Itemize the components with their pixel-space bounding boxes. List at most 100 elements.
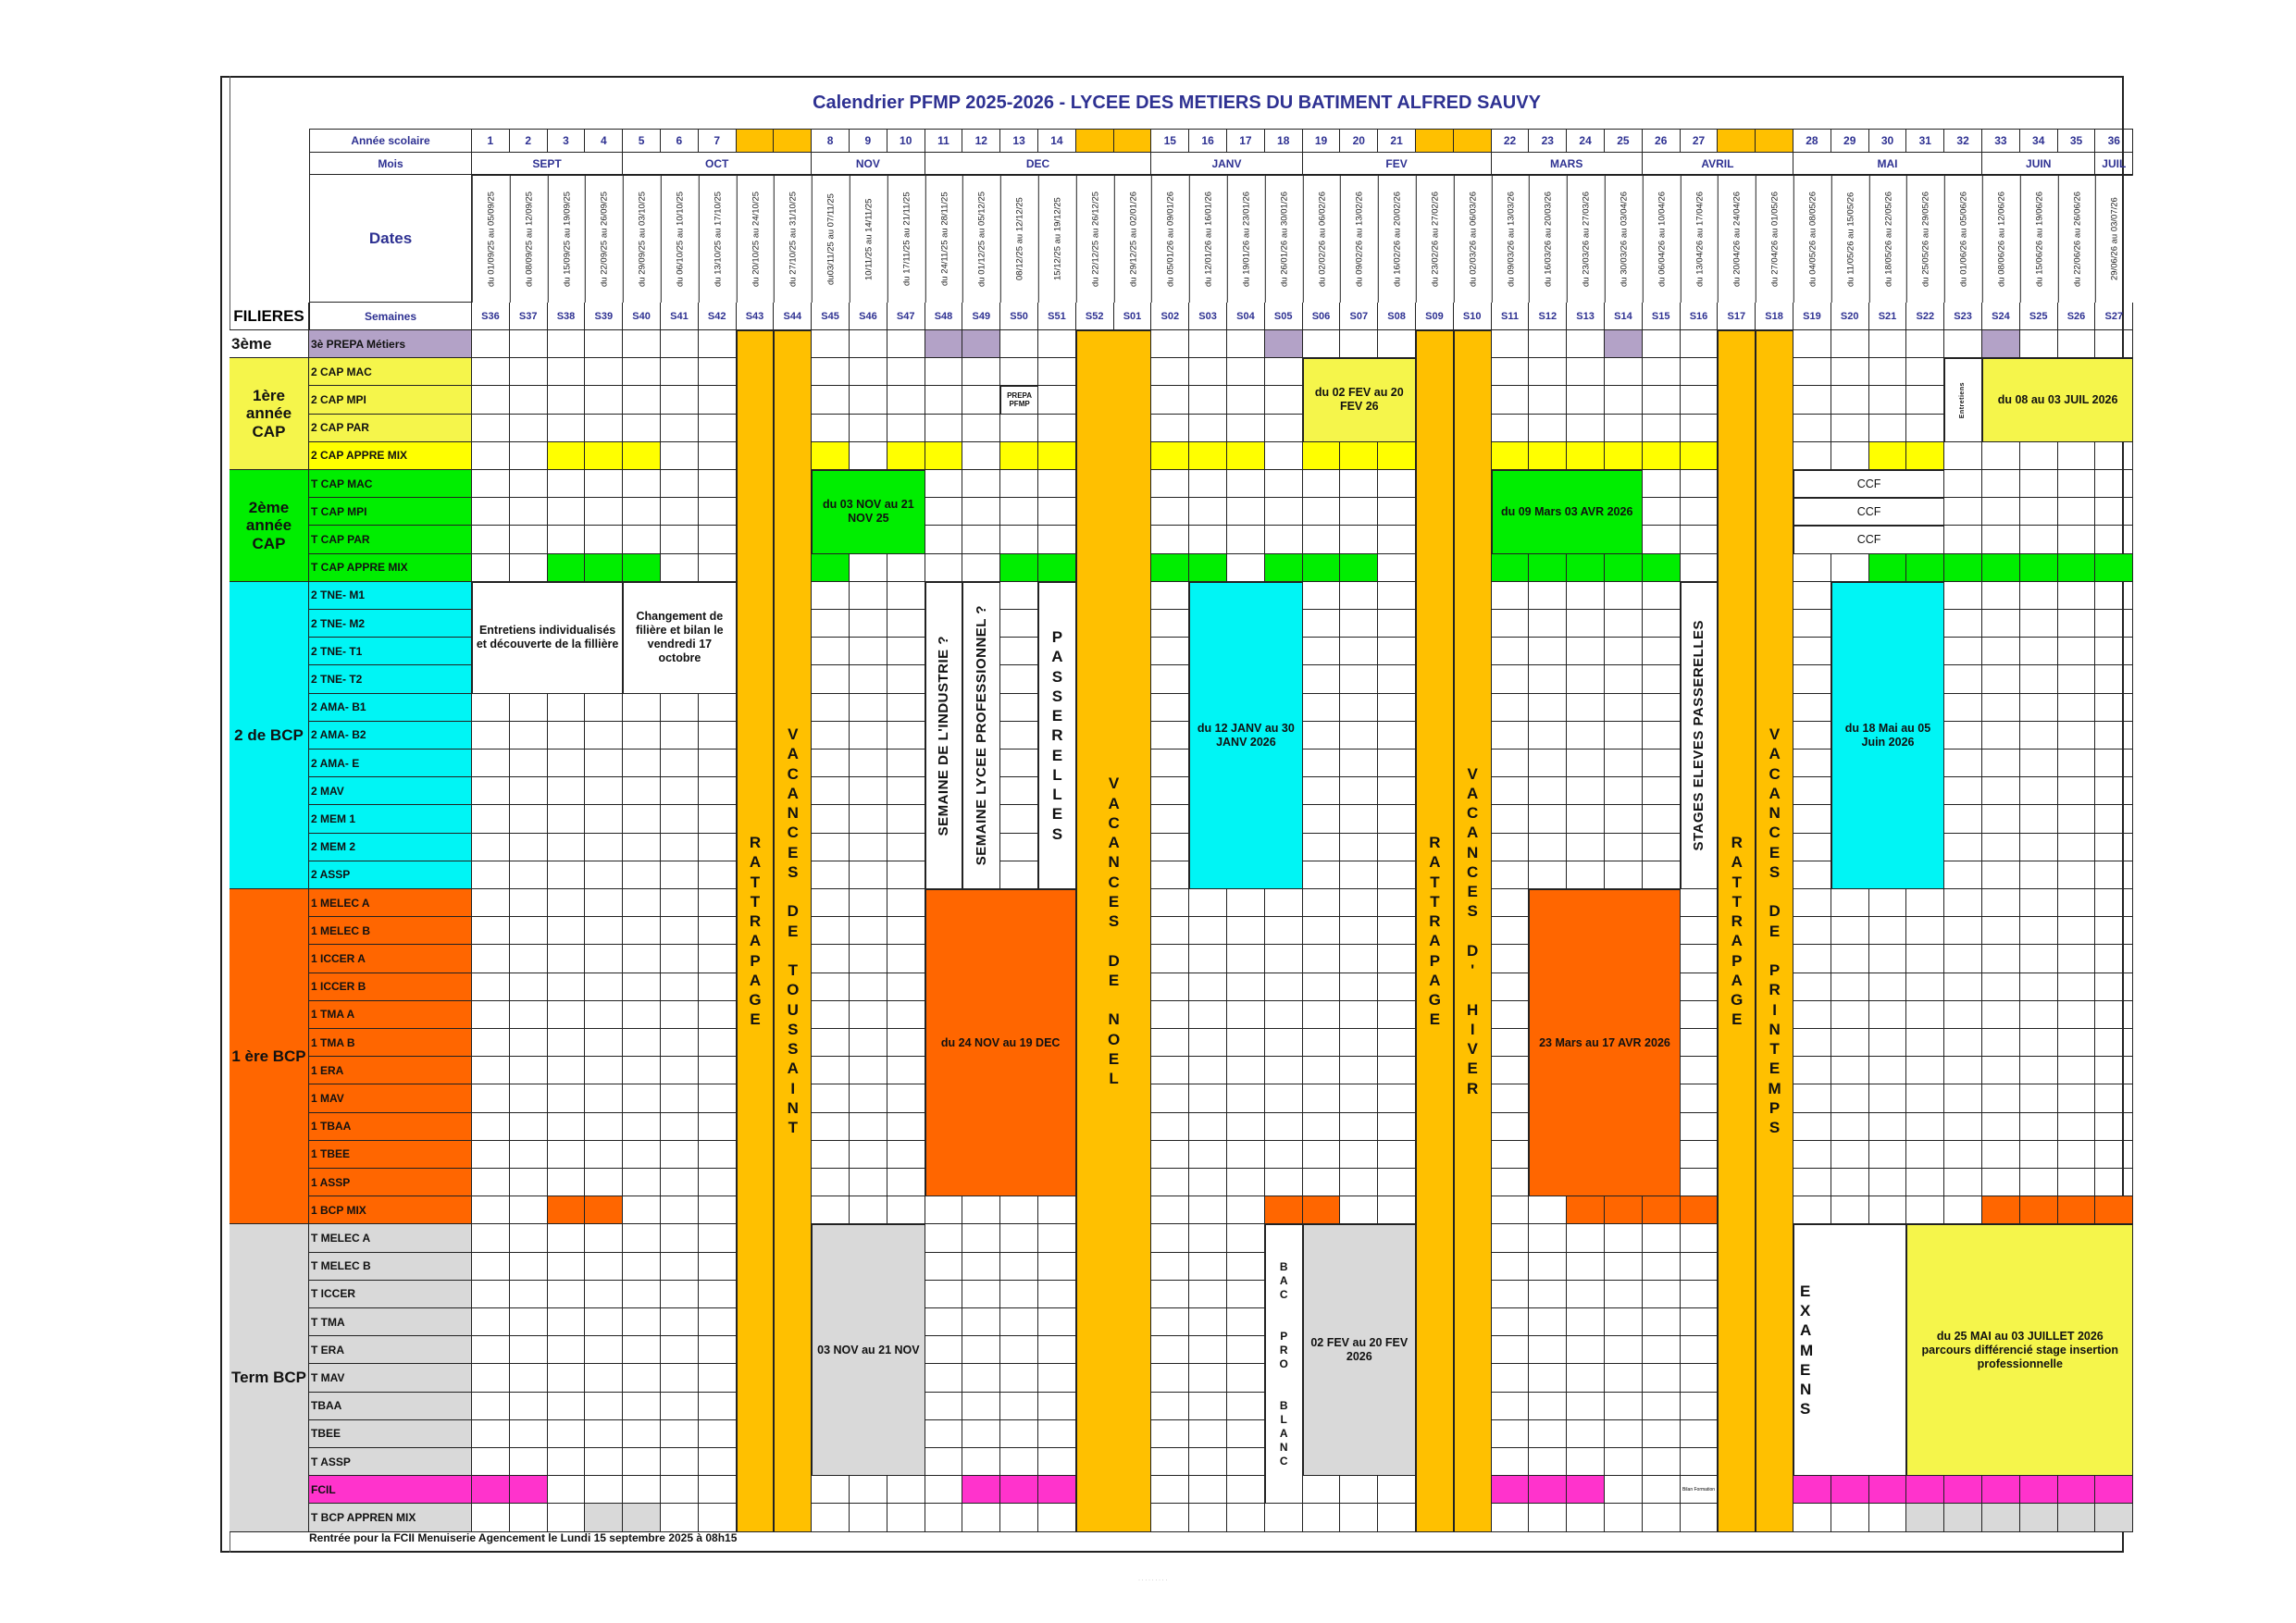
grid-cell — [509, 414, 548, 442]
grid-cell — [547, 973, 586, 1001]
grid-cell — [925, 470, 963, 499]
grid-cell — [623, 526, 661, 554]
grid-cell — [850, 581, 887, 610]
grid-cell — [2095, 581, 2134, 610]
grid-cell — [661, 1057, 699, 1085]
grid-cell — [472, 414, 510, 442]
grid-cell — [1982, 498, 2020, 527]
grid-cell — [1868, 414, 1907, 442]
grid-cell — [661, 358, 699, 387]
row-label: T CAP MAC — [309, 470, 472, 499]
grid-cell — [509, 973, 548, 1001]
filled-cell — [1680, 1196, 1719, 1225]
grid-cell — [1264, 1140, 1303, 1169]
grid-cell — [1227, 1140, 1265, 1169]
grid-cell — [1529, 693, 1568, 722]
grid-cell — [1529, 581, 1568, 610]
week-dates: du 29/12/25 au 02/01/26 — [1113, 175, 1152, 303]
grid-cell — [850, 1476, 887, 1505]
grid-cell — [1680, 498, 1719, 527]
grid-cell — [887, 889, 925, 918]
grid-cell — [1227, 1392, 1265, 1420]
grid-cell — [1680, 1419, 1719, 1448]
week-dates: du 20/10/25 au 24/10/25 — [736, 175, 775, 303]
grid-cell — [661, 470, 699, 499]
grid-cell — [1793, 1196, 1831, 1225]
period-block: du 08 au 03 JUIL 2026 — [1982, 358, 2134, 442]
grid-cell — [1680, 945, 1719, 973]
grid-cell — [1906, 414, 1945, 442]
grid-cell — [623, 1448, 661, 1477]
grid-cell — [1793, 1000, 1831, 1029]
grid-cell — [1189, 1252, 1227, 1281]
filled-cell — [1982, 330, 2020, 359]
grid-cell — [1831, 1112, 1869, 1141]
grid-cell — [1642, 526, 1681, 554]
grid-cell — [850, 1057, 887, 1085]
grid-cell — [2019, 1000, 2058, 1029]
grid-cell — [887, 610, 925, 638]
grid-cell — [1378, 1000, 1416, 1029]
grid-cell — [925, 386, 963, 415]
grid-cell — [1944, 1169, 1982, 1197]
grid-cell — [812, 358, 850, 387]
grid-cell — [1378, 1169, 1416, 1197]
grid-cell — [2019, 917, 2058, 946]
grid-cell — [925, 1336, 963, 1365]
grid-cell — [1529, 833, 1568, 861]
grid-cell — [698, 1252, 737, 1281]
grid-cell — [661, 721, 699, 750]
fcil-cell — [1982, 1476, 2020, 1505]
week-dates: du 05/01/26 au 09/01/26 — [1151, 175, 1190, 303]
row-label: 1 TMA A — [309, 1000, 472, 1029]
grid-cell — [1491, 1000, 1530, 1029]
grid-cell — [1000, 750, 1038, 778]
grid-cell — [2057, 498, 2096, 527]
grid-cell — [1151, 1252, 1190, 1281]
grid-cell — [1944, 526, 1982, 554]
grid-cell — [623, 1000, 661, 1029]
week-number — [1416, 129, 1454, 153]
grid-cell — [2095, 526, 2134, 554]
grid-cell — [1264, 945, 1303, 973]
page-title: Calendrier PFMP 2025-2026 - LYCEE DES ME… — [813, 93, 1541, 113]
grid-cell — [1151, 777, 1190, 806]
grid-cell — [1000, 610, 1038, 638]
grid-cell — [1378, 945, 1416, 973]
grid-cell — [585, 526, 624, 554]
grid-cell — [2019, 1084, 2058, 1113]
grid-cell — [1378, 526, 1416, 554]
filled-cell — [1982, 1504, 2020, 1532]
grid-cell — [1605, 1504, 1643, 1532]
grid-cell — [850, 861, 887, 889]
filled-cell — [925, 441, 963, 470]
grid-cell — [1831, 1029, 1869, 1058]
grid-cell — [1189, 1140, 1227, 1169]
grid-cell — [698, 805, 737, 834]
grid-cell — [1793, 1504, 1831, 1532]
grid-cell — [887, 330, 925, 359]
grid-cell — [509, 358, 548, 387]
fcil-cell — [2019, 1476, 2058, 1505]
grid-cell — [472, 1084, 510, 1113]
week-dates: du 11/05/26 au 15/05/26 — [1831, 175, 1869, 303]
week-number: 16 — [1189, 129, 1227, 153]
filled-cell — [1529, 441, 1568, 470]
filled-cell — [1642, 1196, 1681, 1225]
grid-cell — [1567, 721, 1605, 750]
grid-cell — [850, 1140, 887, 1169]
grid-cell — [1605, 665, 1643, 694]
grid-cell — [1605, 721, 1643, 750]
grid-cell — [2095, 441, 2134, 470]
tiny-footer-mark: · · · · · · · · · — [1138, 1578, 1168, 1583]
filled-cell — [547, 1196, 586, 1225]
grid-cell — [547, 1084, 586, 1113]
grid-cell — [2057, 833, 2096, 861]
grid-cell — [1680, 889, 1719, 918]
grid-cell — [1340, 470, 1379, 499]
grid-cell — [1264, 1504, 1303, 1532]
grid-cell — [547, 777, 586, 806]
grid-cell — [1302, 833, 1341, 861]
grid-cell — [1982, 833, 2020, 861]
